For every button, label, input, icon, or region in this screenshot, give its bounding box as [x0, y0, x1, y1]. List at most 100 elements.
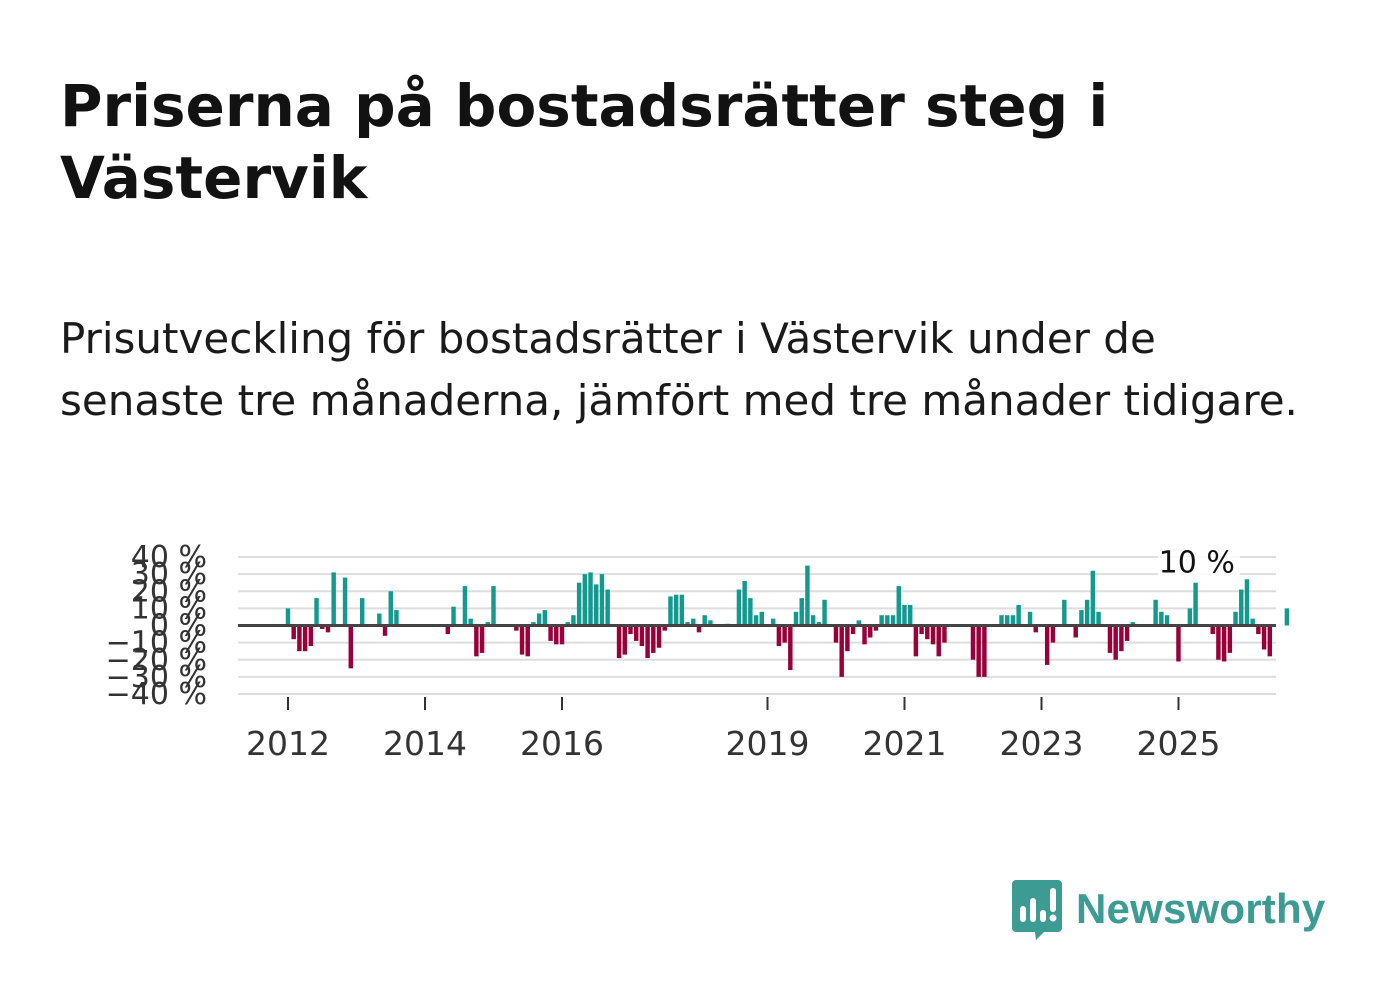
- y-tick-label: −30 %: [106, 660, 207, 695]
- chart-subtitle: Prisutveckling för bostadsrätter i Väste…: [60, 314, 1298, 425]
- bar: [879, 615, 884, 626]
- x-tick-label: 2016: [520, 724, 604, 763]
- bar: [925, 625, 930, 640]
- bar: [919, 625, 924, 635]
- x-tick-label: 2021: [863, 724, 947, 763]
- bar: [285, 608, 291, 626]
- bar: [1124, 625, 1130, 641]
- bar: [736, 589, 742, 626]
- bar: [519, 625, 525, 655]
- bar: [679, 594, 685, 626]
- bar: [576, 582, 582, 626]
- bar: [348, 625, 354, 669]
- bar: [599, 574, 605, 626]
- bar: [1033, 625, 1038, 633]
- bar: [999, 615, 1004, 626]
- bar: [696, 625, 702, 633]
- bar: [302, 625, 308, 652]
- x-tick-label: 2023: [1000, 724, 1084, 763]
- bar: [616, 625, 622, 659]
- bar: [845, 625, 850, 652]
- bar: [850, 625, 856, 635]
- bar: [297, 625, 302, 652]
- bar: [982, 625, 987, 677]
- bar: [799, 598, 804, 626]
- bar: [394, 610, 399, 626]
- bar: [885, 615, 890, 626]
- bar: [1153, 599, 1158, 626]
- bar: [788, 625, 793, 671]
- bar: [896, 586, 901, 626]
- bar: [702, 615, 707, 626]
- bar: [1187, 608, 1193, 626]
- bar: [662, 625, 667, 631]
- bar: [565, 622, 570, 626]
- x-tick-label: 2025: [1137, 724, 1221, 763]
- bar: [1261, 625, 1267, 650]
- bar: [868, 625, 873, 638]
- y-tick-label: −10 %: [106, 626, 207, 661]
- chart-title: Priserna på bostadsrätter steg i Västerv…: [60, 72, 1109, 212]
- x-tick-label: 2019: [726, 724, 810, 763]
- bar: [1244, 579, 1250, 626]
- y-axis-labels: 40 %30 %20 %10 %0 %−10 %−20 %−30 %−40 %: [106, 540, 207, 712]
- bar: [594, 584, 599, 626]
- bar: [1216, 625, 1221, 660]
- newsworthy-logo-icon: [1012, 880, 1062, 940]
- x-tick-label: 2012: [246, 724, 330, 763]
- x-axis: 2012 2014 2016 2019 2021 2023 2025: [246, 697, 1220, 763]
- bar: [359, 598, 365, 626]
- bar: [445, 625, 451, 635]
- bar: [1005, 615, 1010, 626]
- y-tick-label: −20 %: [106, 643, 207, 678]
- bar: [748, 598, 753, 626]
- bar: [1193, 582, 1198, 626]
- bar: [708, 620, 713, 626]
- y-tick-label: 0 %: [150, 609, 207, 644]
- bar: [628, 625, 633, 635]
- bar: [342, 577, 348, 626]
- bar: [1107, 625, 1113, 653]
- bar: [810, 615, 816, 626]
- bar: [308, 625, 314, 647]
- y-tick-label: 30 %: [131, 557, 207, 592]
- bar: [1073, 625, 1078, 638]
- bar: [1084, 599, 1090, 626]
- y-tick-label: 10 %: [131, 591, 207, 626]
- bar: [588, 572, 593, 626]
- bar: [622, 625, 627, 655]
- bar: [668, 596, 673, 626]
- bar: [805, 565, 810, 626]
- bar: [451, 606, 456, 626]
- bar: [1267, 625, 1273, 657]
- bar: [873, 625, 879, 631]
- bar: [1016, 604, 1021, 626]
- bar: [1090, 570, 1096, 626]
- bar: [753, 615, 759, 626]
- bar: [582, 574, 588, 626]
- bar: [976, 625, 981, 677]
- brand-name: Newsworthy: [1076, 885, 1326, 932]
- bar: [1227, 625, 1233, 653]
- y-tick-label: 40 %: [131, 540, 207, 575]
- annotation-background: [1157, 544, 1240, 581]
- bar: [1050, 625, 1056, 643]
- bar: [536, 613, 542, 626]
- bar: [902, 604, 907, 626]
- bar: [656, 625, 662, 648]
- bars: [285, 565, 1290, 677]
- bar: [1027, 611, 1033, 626]
- y-tick-label: 20 %: [131, 574, 207, 609]
- bar: [1164, 615, 1170, 626]
- bar: [782, 625, 787, 643]
- bar: [1130, 622, 1136, 626]
- bar: [542, 610, 548, 626]
- bar: [1079, 610, 1084, 626]
- bar: [651, 625, 656, 653]
- bar-chart: 40 %30 %20 %10 %0 %−10 %−20 %−30 %−40 % …: [106, 540, 1290, 763]
- bar: [325, 625, 331, 633]
- annotation-label: 10 %: [1159, 545, 1235, 580]
- bar: [314, 598, 319, 626]
- bar: [936, 625, 941, 657]
- bar: [839, 625, 844, 677]
